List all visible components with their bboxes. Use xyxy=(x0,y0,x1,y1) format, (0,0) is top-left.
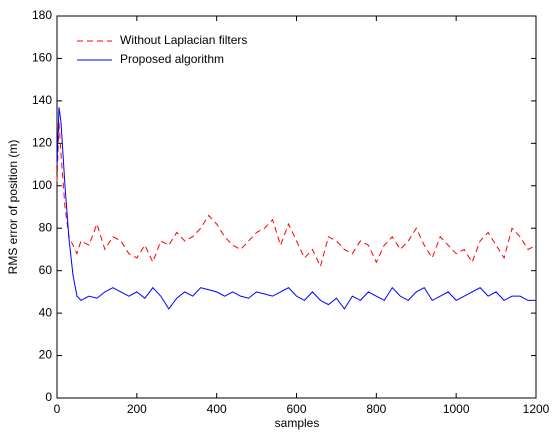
y-tick-label: 80 xyxy=(39,220,53,234)
y-tick-label: 180 xyxy=(32,8,52,22)
x-tick-label: 1000 xyxy=(443,402,470,416)
plot-frame xyxy=(56,15,537,399)
x-tick-label: 400 xyxy=(207,402,227,416)
series-line xyxy=(56,122,537,268)
y-tick-label: 40 xyxy=(39,305,53,319)
y-tick-label: 160 xyxy=(32,51,52,65)
x-tick-label: 1200 xyxy=(523,402,550,416)
legend-label: Without Laplacian filters xyxy=(120,33,247,47)
x-tick-label: 800 xyxy=(366,402,386,416)
x-tick-label: 600 xyxy=(286,402,306,416)
series-line xyxy=(56,107,536,310)
y-tick-label: 100 xyxy=(32,178,52,192)
y-tick-label: 60 xyxy=(39,263,53,277)
y-tick-label: 140 xyxy=(32,93,52,107)
y-axis-label: RMS error of position (m) xyxy=(6,140,20,275)
legend-label: Proposed algorithm xyxy=(120,52,224,66)
x-axis-label: samples xyxy=(275,416,320,430)
y-tick-label: 120 xyxy=(32,136,52,150)
y-tick-label: 20 xyxy=(39,348,53,362)
y-tick-label: 0 xyxy=(45,390,52,404)
x-tick-label: 200 xyxy=(127,402,147,416)
x-tick-label: 0 xyxy=(54,402,61,416)
